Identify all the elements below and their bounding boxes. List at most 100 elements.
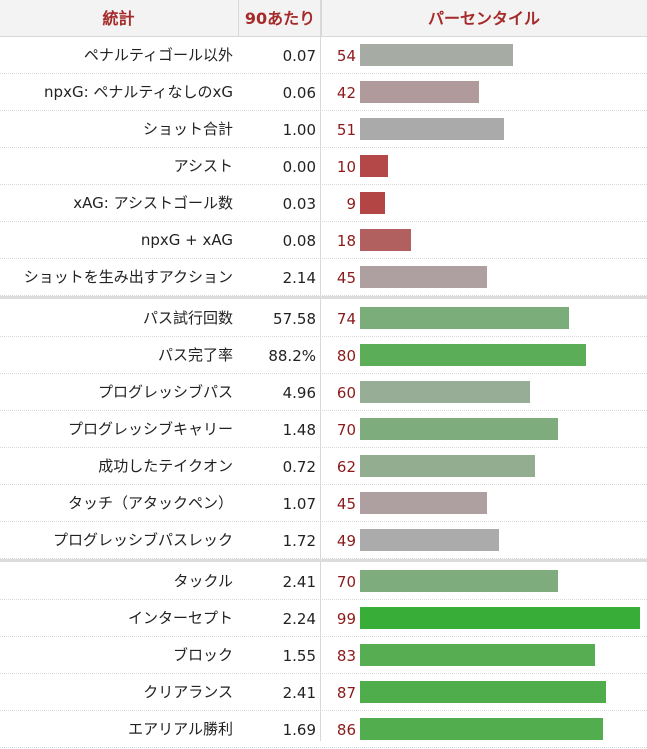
percentile-value: 86 xyxy=(336,721,356,739)
table-row: 成功したテイクオン 0.72 62 xyxy=(0,448,647,485)
percentile-value: 45 xyxy=(336,495,356,513)
table-row: エアリアル勝利 1.69 86 xyxy=(0,711,647,748)
table-row: プログレッシブキャリー 1.48 70 xyxy=(0,411,647,448)
per90-value: 0.06 xyxy=(282,84,316,102)
header-percentile[interactable]: パーセンタイル xyxy=(427,9,540,28)
stat-name: タックル xyxy=(173,572,233,590)
per90-value: 2.14 xyxy=(282,269,316,287)
stat-name: ブロック xyxy=(172,646,233,664)
table-row: npxG + xAG 0.08 18 xyxy=(0,222,647,259)
percentile-value: 99 xyxy=(336,610,356,628)
percentile-bar xyxy=(360,570,558,592)
percentile-value: 54 xyxy=(336,47,356,65)
stat-name: ショットを生み出すアクション xyxy=(23,268,233,286)
table-row: タッチ（アタックペン） 1.07 45 xyxy=(0,485,647,522)
per90-value: 1.69 xyxy=(282,721,316,739)
per90-value: 1.55 xyxy=(282,647,316,665)
per90-value: 0.00 xyxy=(282,158,316,176)
percentile-bar xyxy=(360,381,530,403)
stat-name: インターセプト xyxy=(127,609,233,627)
per90-value: 1.07 xyxy=(282,495,316,513)
stat-name: ショット合計 xyxy=(142,120,233,138)
stat-name: プログレッシブパス xyxy=(97,383,233,401)
percentile-value: 87 xyxy=(336,684,356,702)
percentile-bar xyxy=(360,681,606,703)
per90-value: 0.08 xyxy=(282,232,316,250)
table-row: インターセプト 2.24 99 xyxy=(0,600,647,637)
table-row: アシスト 0.00 10 xyxy=(0,148,647,185)
percentile-bar xyxy=(360,81,479,103)
stat-name: アシスト xyxy=(173,157,233,175)
per90-value: 57.58 xyxy=(273,310,316,328)
stat-name: npxG + xAG xyxy=(140,231,233,249)
stat-name: パス完了率 xyxy=(157,346,233,364)
percentile-bar xyxy=(360,229,411,251)
percentile-bar xyxy=(360,44,513,66)
percentile-bar xyxy=(360,455,535,477)
group-separator xyxy=(0,296,647,299)
per90-value: 0.03 xyxy=(282,195,316,213)
percentile-value: 74 xyxy=(336,310,356,328)
table-row: ブロック 1.55 83 xyxy=(0,637,647,674)
percentile-bar xyxy=(360,266,487,288)
table-row: ショットを生み出すアクション 2.14 45 xyxy=(0,259,647,296)
per90-value: 1.72 xyxy=(282,532,316,550)
percentile-bar xyxy=(360,118,504,140)
stat-name: プログレッシブパスレック xyxy=(52,531,233,549)
group-separator xyxy=(0,559,647,562)
per90-value: 0.07 xyxy=(282,47,316,65)
per90-value: 2.41 xyxy=(282,573,316,591)
stat-name: 成功したテイクオン xyxy=(98,457,233,475)
header-per90[interactable]: 90あたり xyxy=(238,0,322,37)
percentile-value: 70 xyxy=(336,421,356,439)
stat-name: プログレッシブキャリー xyxy=(67,420,233,438)
percentile-bar xyxy=(360,492,487,514)
header-stat[interactable]: 統計 xyxy=(102,9,135,28)
percentile-value: 42 xyxy=(336,84,356,102)
percentile-bar xyxy=(360,155,388,177)
stat-name: タッチ（アタックペン） xyxy=(67,494,233,512)
percentile-bar xyxy=(360,529,499,551)
stat-name: パス試行回数 xyxy=(142,309,233,327)
per90-value: 88.2% xyxy=(268,347,316,365)
percentile-bar xyxy=(360,718,603,740)
percentile-value: 49 xyxy=(336,532,356,550)
column-divider xyxy=(320,0,321,741)
percentile-bar xyxy=(360,644,595,666)
percentile-value: 80 xyxy=(336,347,356,365)
table-row: タックル 2.41 70 xyxy=(0,563,647,600)
per90-value: 0.72 xyxy=(282,458,316,476)
percentile-bar xyxy=(360,418,558,440)
percentile-bar xyxy=(360,607,640,629)
per90-value: 2.41 xyxy=(282,684,316,702)
per90-value: 4.96 xyxy=(282,384,316,402)
stat-name: クリアランス xyxy=(143,683,233,701)
percentile-value: 18 xyxy=(336,232,356,250)
table-row: npxG: ペナルティなしのxG 0.06 42 xyxy=(0,74,647,111)
table-row: ショット合計 1.00 51 xyxy=(0,111,647,148)
per90-value: 1.48 xyxy=(282,421,316,439)
table-row: パス試行回数 57.58 74 xyxy=(0,300,647,337)
table-row: プログレッシブパスレック 1.72 49 xyxy=(0,522,647,559)
stat-name: ペナルティゴール以外 xyxy=(83,46,233,64)
percentile-value: 10 xyxy=(336,158,356,176)
percentile-bar xyxy=(360,307,569,329)
percentile-bar xyxy=(360,344,586,366)
percentile-value: 60 xyxy=(336,384,356,402)
table-row: パス完了率 88.2% 80 xyxy=(0,337,647,374)
table-row: xAG: アシストゴール数 0.03 9 xyxy=(0,185,647,222)
stat-name: エアリアル勝利 xyxy=(128,720,233,738)
percentile-value: 62 xyxy=(336,458,356,476)
stat-name: npxG: ペナルティなしのxG xyxy=(44,83,233,101)
per90-value: 1.00 xyxy=(282,121,316,139)
percentile-bar xyxy=(360,192,385,214)
per90-value: 2.24 xyxy=(282,610,316,628)
percentile-value: 83 xyxy=(336,647,356,665)
table-header: 統計 90あたり パーセンタイル xyxy=(0,0,647,37)
percentile-value: 70 xyxy=(336,573,356,591)
percentile-value: 51 xyxy=(336,121,356,139)
stat-name: xAG: アシストゴール数 xyxy=(73,194,233,212)
table-row: プログレッシブパス 4.96 60 xyxy=(0,374,647,411)
percentile-value: 9 xyxy=(346,195,356,213)
